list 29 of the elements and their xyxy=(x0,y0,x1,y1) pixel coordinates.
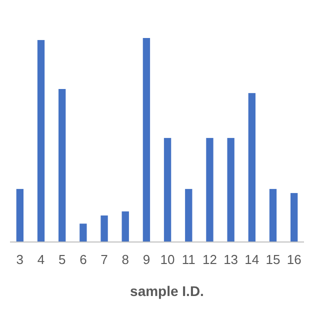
bar xyxy=(80,224,87,242)
x-tick-label: 13 xyxy=(224,252,238,267)
bar xyxy=(227,138,234,242)
x-tick-label: 16 xyxy=(286,252,302,267)
x-axis-title: sample I.D. xyxy=(130,283,204,299)
bar xyxy=(16,188,24,242)
x-tick-label: 12 xyxy=(202,252,217,267)
bar xyxy=(248,93,256,242)
x-tick-label: 7 xyxy=(100,252,108,267)
bar xyxy=(122,211,129,242)
bar xyxy=(164,138,172,242)
bar xyxy=(269,188,277,242)
bar xyxy=(100,215,108,242)
x-tick-label: 10 xyxy=(160,252,175,267)
bar xyxy=(206,138,214,242)
x-tick-label: 3 xyxy=(16,252,24,267)
bar xyxy=(142,38,150,242)
x-tick-label: 9 xyxy=(142,252,150,267)
x-tick-label: 6 xyxy=(80,252,87,267)
bar xyxy=(37,40,45,242)
x-tick-label: 5 xyxy=(58,252,66,267)
bar xyxy=(185,188,192,242)
x-tick-label: 4 xyxy=(37,252,45,267)
x-tick-label: 14 xyxy=(244,252,260,267)
x-tick-label: 11 xyxy=(182,252,196,267)
x-tick-label: 15 xyxy=(266,252,280,267)
bar xyxy=(58,89,66,242)
x-tick-label: 8 xyxy=(122,252,129,267)
bar xyxy=(290,193,298,242)
